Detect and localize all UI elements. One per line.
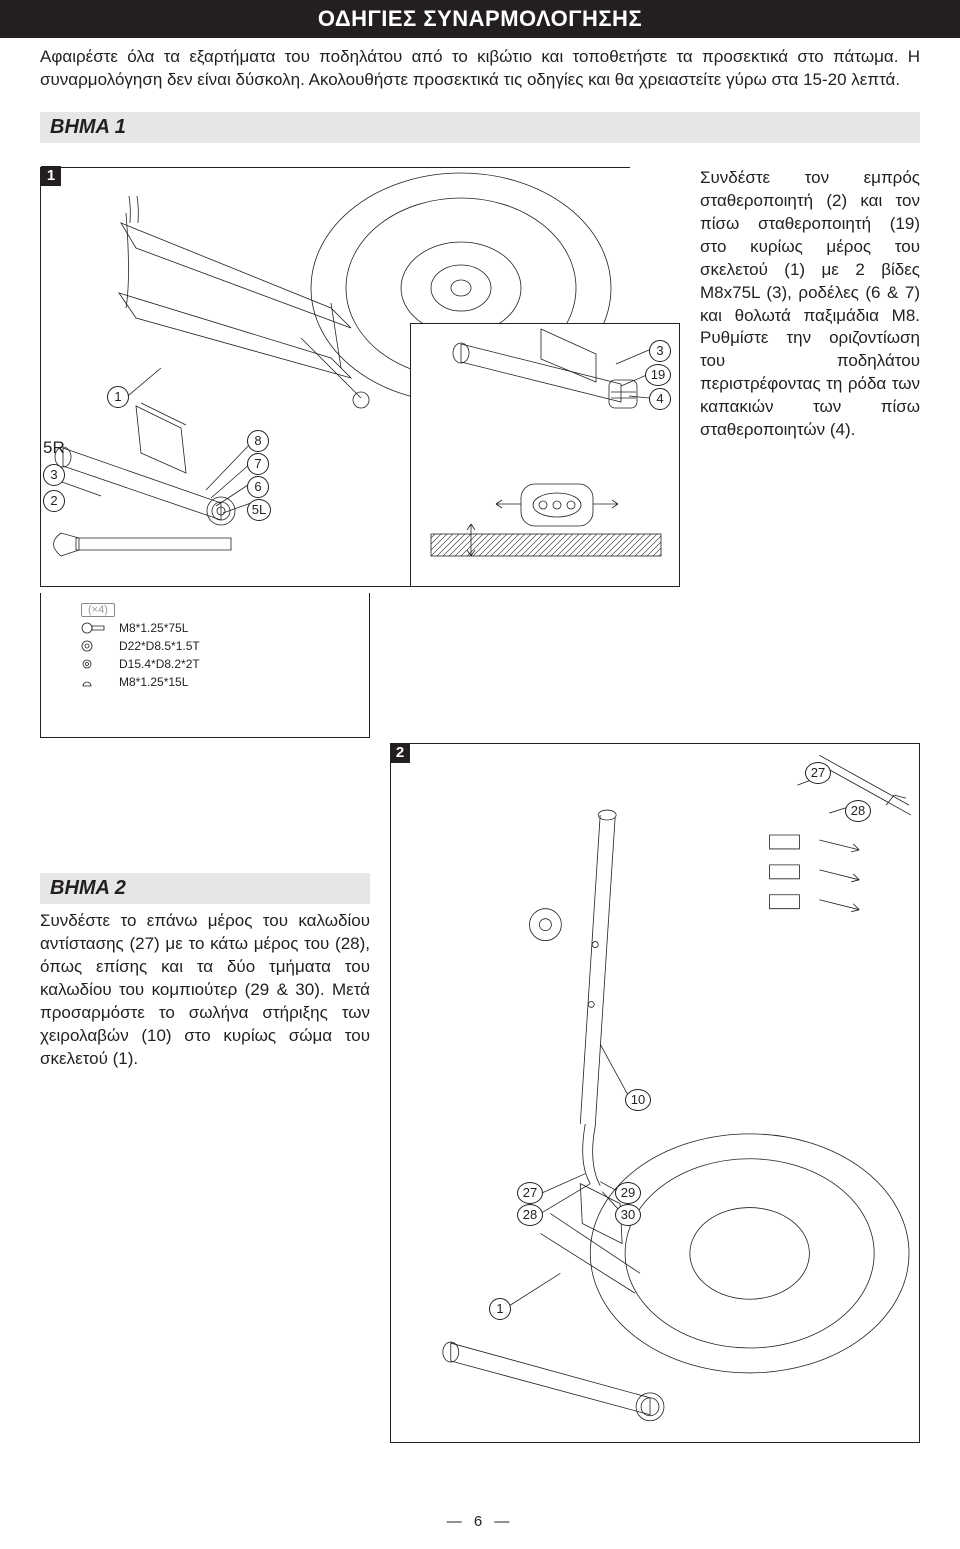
label-3: 3 — [43, 464, 65, 486]
label-2: 2 — [43, 490, 65, 512]
parts-qty: (×4) — [81, 603, 115, 617]
label-7: 7 — [247, 453, 269, 475]
label-10: 10 — [625, 1089, 651, 1111]
intro-paragraph: Αφαιρέστε όλα τα εξαρτήματα του ποδηλάτο… — [0, 38, 960, 112]
step2-diagram: 2 — [390, 743, 920, 1443]
label-d19: 19 — [645, 364, 671, 386]
page-section-header: ΟΔΗΓΙΕΣ ΣΥΝΑΡΜΟΛΟΓΗΣΗΣ — [0, 0, 960, 38]
label-5L: 5L — [247, 499, 271, 521]
page-number: — 6 — — [0, 1493, 960, 1544]
step1-detail-svg — [411, 324, 681, 588]
step1-detail-diagram: 3 19 4 — [410, 323, 680, 587]
step2-title: ΒΗΜΑ 2 — [40, 873, 370, 904]
step2-paragraph: Συνδέστε το επάνω μέρος του καλωδίου αντ… — [40, 910, 370, 1071]
label-28: 28 — [845, 800, 871, 822]
label-29: 29 — [615, 1182, 641, 1204]
label-d4: 4 — [649, 388, 671, 410]
label-1b: 1 — [489, 1298, 511, 1320]
part-line-2: D22*D8.5*1.5T — [119, 639, 200, 653]
washer2-icon — [81, 658, 107, 670]
washer-icon — [81, 640, 107, 652]
step1-hardware-list: (×4) M8*1.25*75L D22*D8.5*1.5T D15.4*D8.… — [40, 593, 370, 738]
step1-paragraph: Συνδέστε τον εμπρός σταθεροποιητή (2) κα… — [700, 167, 920, 442]
step2-callout-number: 2 — [390, 743, 410, 763]
step2-container: 2 — [40, 743, 920, 1493]
label-d3: 3 — [649, 340, 671, 362]
label-27: 27 — [805, 762, 831, 784]
step2-text-column: ΒΗΜΑ 2 Συνδέστε το επάνω μέρος του καλωδ… — [40, 873, 370, 1071]
label-27b: 27 — [517, 1182, 543, 1204]
label-6: 6 — [247, 476, 269, 498]
step1-title: ΒΗΜΑ 1 — [40, 112, 920, 143]
label-1: 1 — [107, 386, 129, 408]
part-line-3: D15.4*D8.2*2T — [119, 657, 200, 671]
label-30: 30 — [615, 1204, 641, 1226]
bolt-icon — [81, 622, 107, 634]
part-line-1: M8*1.25*75L — [119, 621, 188, 635]
step1-callout-number: 1 — [41, 166, 61, 186]
label-5R: 5R — [43, 438, 65, 458]
step1-container: 1 — [40, 153, 920, 743]
label-8: 8 — [247, 430, 269, 452]
part-line-4: M8*1.25*15L — [119, 675, 188, 689]
capnut-icon — [81, 676, 107, 688]
step2-svg — [391, 744, 919, 1444]
label-28b: 28 — [517, 1204, 543, 1226]
